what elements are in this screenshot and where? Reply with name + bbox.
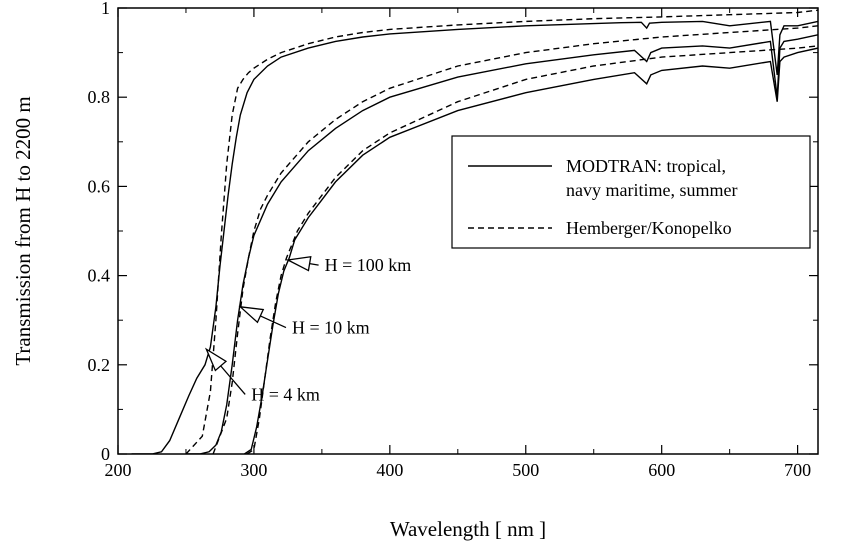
x-tick-label-400: 400 — [376, 460, 403, 480]
annotation-label-0: H = 100 km — [325, 255, 412, 275]
y-tick-label-1: 1 — [101, 0, 110, 18]
y-tick-label-0.6: 0.6 — [88, 176, 111, 196]
annotation-label-1: H = 10 km — [292, 318, 370, 338]
dashed-series-line-5 — [246, 45, 818, 454]
legend-box — [451, 135, 811, 249]
legend-entry-hemberger-konopelko: Hemberger/Konopelko — [566, 218, 732, 238]
x-tick-label-200: 200 — [105, 460, 132, 480]
legend: MODTRAN: tropical, navy maritime, summer… — [451, 135, 811, 249]
y-axis-title: Transmission from H to 2200 m — [11, 96, 35, 365]
solid-series-line-2 — [186, 34, 818, 454]
annotation-layer: H = 100 km H = 10 km H = 4 km — [204, 255, 412, 404]
annotation-arrowhead-1 — [238, 305, 265, 324]
tick-layer: 200 300 400 500 600 700 0 0.2 0.4 0.6 0.8 1 — [88, 0, 818, 480]
annotation-arrow-line-0 — [309, 262, 319, 266]
x-tick-label-700: 700 — [784, 460, 811, 480]
solid-series-line-0 — [131, 20, 818, 454]
y-tick-label-0.8: 0.8 — [88, 87, 111, 107]
solid-series-line-4 — [244, 47, 818, 454]
annotation-arrowhead-0 — [285, 255, 312, 272]
y-tick-label-0: 0 — [101, 444, 110, 464]
y-tick-label-0.4: 0.4 — [88, 266, 111, 286]
x-tick-label-300: 300 — [240, 460, 267, 480]
dashed-series-line-1 — [185, 9, 818, 454]
x-tick-label-600: 600 — [648, 460, 675, 480]
annotation-arrow-line-2 — [220, 365, 246, 395]
legend-entry-modtran-line2: navy maritime, summer — [566, 180, 737, 200]
x-tick-label-500: 500 — [512, 460, 539, 480]
annotation-arrowhead-2 — [204, 347, 228, 372]
dashed-series-line-3 — [212, 25, 818, 454]
y-tick-label-0.2: 0.2 — [88, 355, 111, 375]
annotation-arrow-line-1 — [260, 315, 287, 329]
series-layer — [131, 9, 818, 454]
legend-entry-modtran-line1: MODTRAN: tropical, — [566, 156, 726, 176]
x-axis-title: Wavelength [ nm ] — [390, 517, 546, 541]
annotation-label-2: H = 4 km — [251, 384, 320, 404]
